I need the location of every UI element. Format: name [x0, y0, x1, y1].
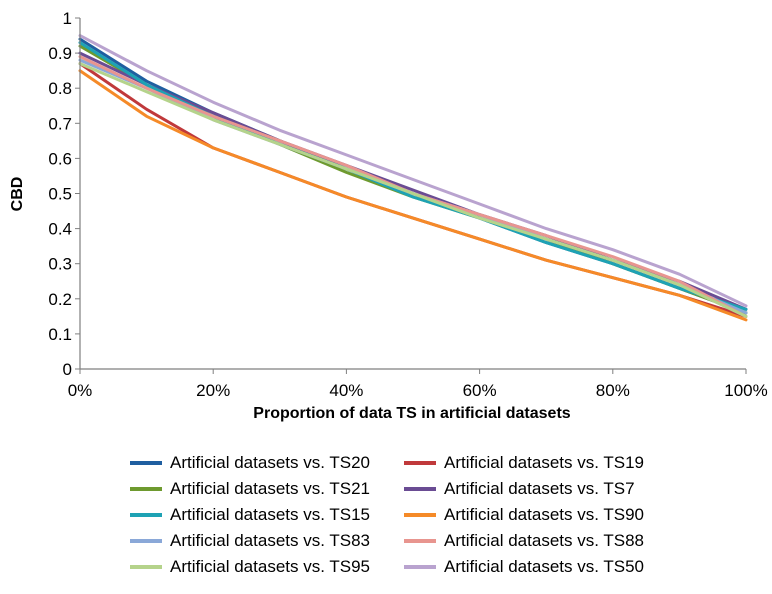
legend-item: Artificial datasets vs. TS19: [404, 450, 644, 476]
series-lines: [78, 34, 748, 322]
legend-item: Artificial datasets vs. TS95: [130, 554, 370, 580]
x-tick-label: 60%: [463, 381, 497, 400]
y-tick-label: 0.7: [48, 114, 72, 133]
legend-item: Artificial datasets vs. TS20: [130, 450, 370, 476]
x-tick-label: 100%: [724, 381, 767, 400]
x-tick-label: 40%: [329, 381, 363, 400]
legend-label: Artificial datasets vs. TS15: [170, 505, 370, 524]
x-tick-label: 0%: [68, 381, 93, 400]
legend-label: Artificial datasets vs. TS7: [444, 479, 635, 498]
y-tick-label: 0.5: [48, 185, 72, 204]
legend-swatch: [404, 565, 436, 569]
legend-label: Artificial datasets vs. TS88: [444, 531, 644, 550]
legend-item: Artificial datasets vs. TS21: [130, 476, 370, 502]
y-tick-label: 0: [63, 360, 72, 379]
x-tick-label: 20%: [196, 381, 230, 400]
legend-swatch: [404, 487, 436, 491]
legend-item: Artificial datasets vs. TS83: [130, 528, 370, 554]
legend-swatch: [404, 513, 436, 517]
y-tick-label: 0.3: [48, 255, 72, 274]
legend-label: Artificial datasets vs. TS19: [444, 453, 644, 472]
legend-item: Artificial datasets vs. TS90: [404, 502, 644, 528]
legend-label: Artificial datasets vs. TS83: [170, 531, 370, 550]
legend-item: Artificial datasets vs. TS15: [130, 502, 370, 528]
legend-label: Artificial datasets vs. TS50: [444, 557, 644, 576]
legend-swatch: [404, 539, 436, 543]
x-axis-title: Proportion of data TS in artificial data…: [253, 405, 570, 422]
legend-label: Artificial datasets vs. TS95: [170, 557, 370, 576]
y-tick-label: 0.6: [48, 149, 72, 168]
y-tick-label: 0.8: [48, 79, 72, 98]
legend-item: Artificial datasets vs. TS88: [404, 528, 644, 554]
legend-swatch: [130, 539, 162, 543]
legend-label: Artificial datasets vs. TS21: [170, 479, 370, 498]
series-line-10: [78, 34, 748, 308]
y-axis-title: CBD: [9, 177, 26, 212]
legend-swatch: [130, 487, 162, 491]
legend-label: Artificial datasets vs. TS20: [170, 453, 370, 472]
legend-swatch: [130, 461, 162, 465]
legend-swatch: [130, 513, 162, 517]
legend-item: Artificial datasets vs. TS7: [404, 476, 635, 502]
y-tick-label: 0.2: [48, 290, 72, 309]
y-tick-label: 0.1: [48, 325, 72, 344]
series-line-6: [78, 69, 748, 322]
x-tick-label: 80%: [596, 381, 630, 400]
legend-swatch: [404, 461, 436, 465]
y-tick-label: 0.4: [48, 220, 72, 239]
x-axis-ticks: 0% 20% 40% 60% 80% 100%: [68, 369, 768, 400]
y-axis-ticks: 0 0.1 0.2 0.3 0.4 0.5 0.6 0.7 0.8 0.9 1: [48, 9, 80, 379]
series-line-4: [78, 51, 748, 311]
y-tick-label: 0.9: [48, 44, 72, 63]
legend-label: Artificial datasets vs. TS90: [444, 505, 644, 524]
series-line-9: [78, 62, 748, 318]
legend-swatch: [130, 565, 162, 569]
legend-item: Artificial datasets vs. TS50: [404, 554, 644, 580]
y-tick-label: 1: [63, 9, 72, 28]
